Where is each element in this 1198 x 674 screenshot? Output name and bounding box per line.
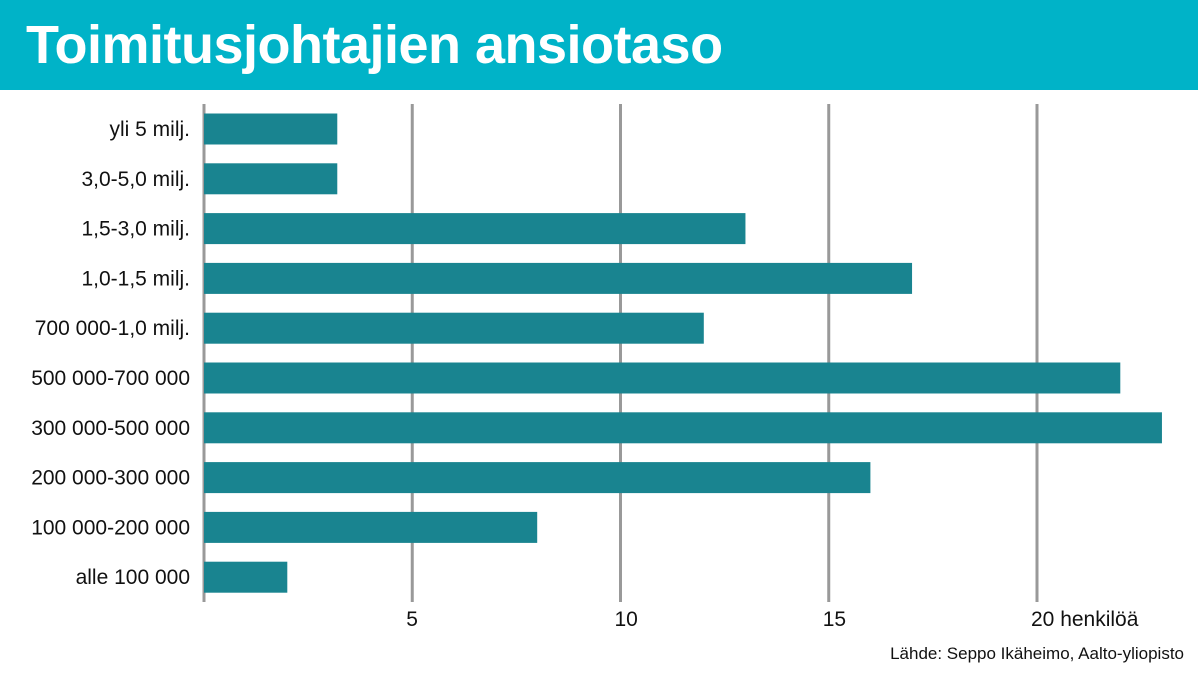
- bar: [204, 312, 704, 344]
- category-label: 3,0-5,0 milj.: [81, 168, 190, 191]
- bars: [204, 113, 1162, 593]
- bar: [204, 213, 746, 245]
- bar: [204, 412, 1162, 444]
- chart-title: Toimitusjohtajien ansiotaso: [26, 15, 723, 75]
- bar: [204, 113, 338, 145]
- category-label: 500 000-700 000: [31, 367, 190, 390]
- category-label: 1,5-3,0 milj.: [81, 218, 190, 241]
- category-label: alle 100 000: [76, 566, 190, 589]
- x-tick-label: 5: [406, 608, 418, 631]
- x-tick-label: 10: [615, 608, 638, 631]
- category-label: 300 000-500 000: [31, 417, 190, 440]
- category-labels: yli 5 milj. 3,0-5,0 milj. 1,5-3,0 milj. 1,0…: [31, 118, 190, 589]
- bar: [204, 462, 871, 494]
- bar: [204, 362, 1121, 394]
- source-note: Lähde: Seppo Ikäheimo, Aalto-yliopisto: [890, 644, 1184, 663]
- category-label: yli 5 milj.: [109, 118, 190, 141]
- category-label: 200 000-300 000: [31, 467, 190, 490]
- x-tick-labels: 5 10 15 20 henkilöä: [406, 608, 1138, 631]
- x-tick-label: 20 henkilöä: [1031, 608, 1139, 631]
- category-label: 700 000-1,0 milj.: [35, 317, 190, 340]
- bar: [204, 163, 338, 195]
- category-label: 100 000-200 000: [31, 516, 190, 539]
- bar: [204, 561, 288, 593]
- x-tick-label: 15: [823, 608, 846, 631]
- title-banner: [0, 0, 1198, 90]
- bar: [204, 262, 913, 294]
- bar: [204, 511, 538, 543]
- category-label: 1,0-1,5 milj.: [81, 267, 190, 290]
